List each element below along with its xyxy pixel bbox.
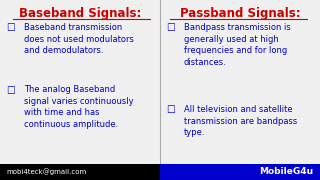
Text: The digital Baseband signal
is discrete in both time and
amplitude.: The digital Baseband signal is discrete … xyxy=(24,166,140,180)
Text: Bandpass transmission is
generally used at high
frequencies and for long
distanc: Bandpass transmission is generally used … xyxy=(184,23,291,67)
Text: Passband Signals:: Passband Signals: xyxy=(180,7,300,20)
Text: ☐: ☐ xyxy=(166,23,175,33)
Text: Baseband transmission
does not used modulators
and demodulators.: Baseband transmission does not used modu… xyxy=(24,23,134,55)
Bar xyxy=(0,164,160,180)
Bar xyxy=(160,164,320,180)
Text: mobi4teck@gmail.com: mobi4teck@gmail.com xyxy=(6,168,87,175)
Text: The analog Baseband
signal varies continuously
with time and has
continuous ampl: The analog Baseband signal varies contin… xyxy=(24,86,134,129)
Text: MobileG4u: MobileG4u xyxy=(260,167,314,176)
Text: ☐: ☐ xyxy=(166,105,175,115)
Text: All television and satellite
transmission are bandpass
type.: All television and satellite transmissio… xyxy=(184,105,297,137)
Text: ☐: ☐ xyxy=(6,23,15,33)
Text: ☐: ☐ xyxy=(6,86,15,96)
Text: ☐: ☐ xyxy=(6,166,15,177)
Text: Baseband Signals:: Baseband Signals: xyxy=(19,7,141,20)
